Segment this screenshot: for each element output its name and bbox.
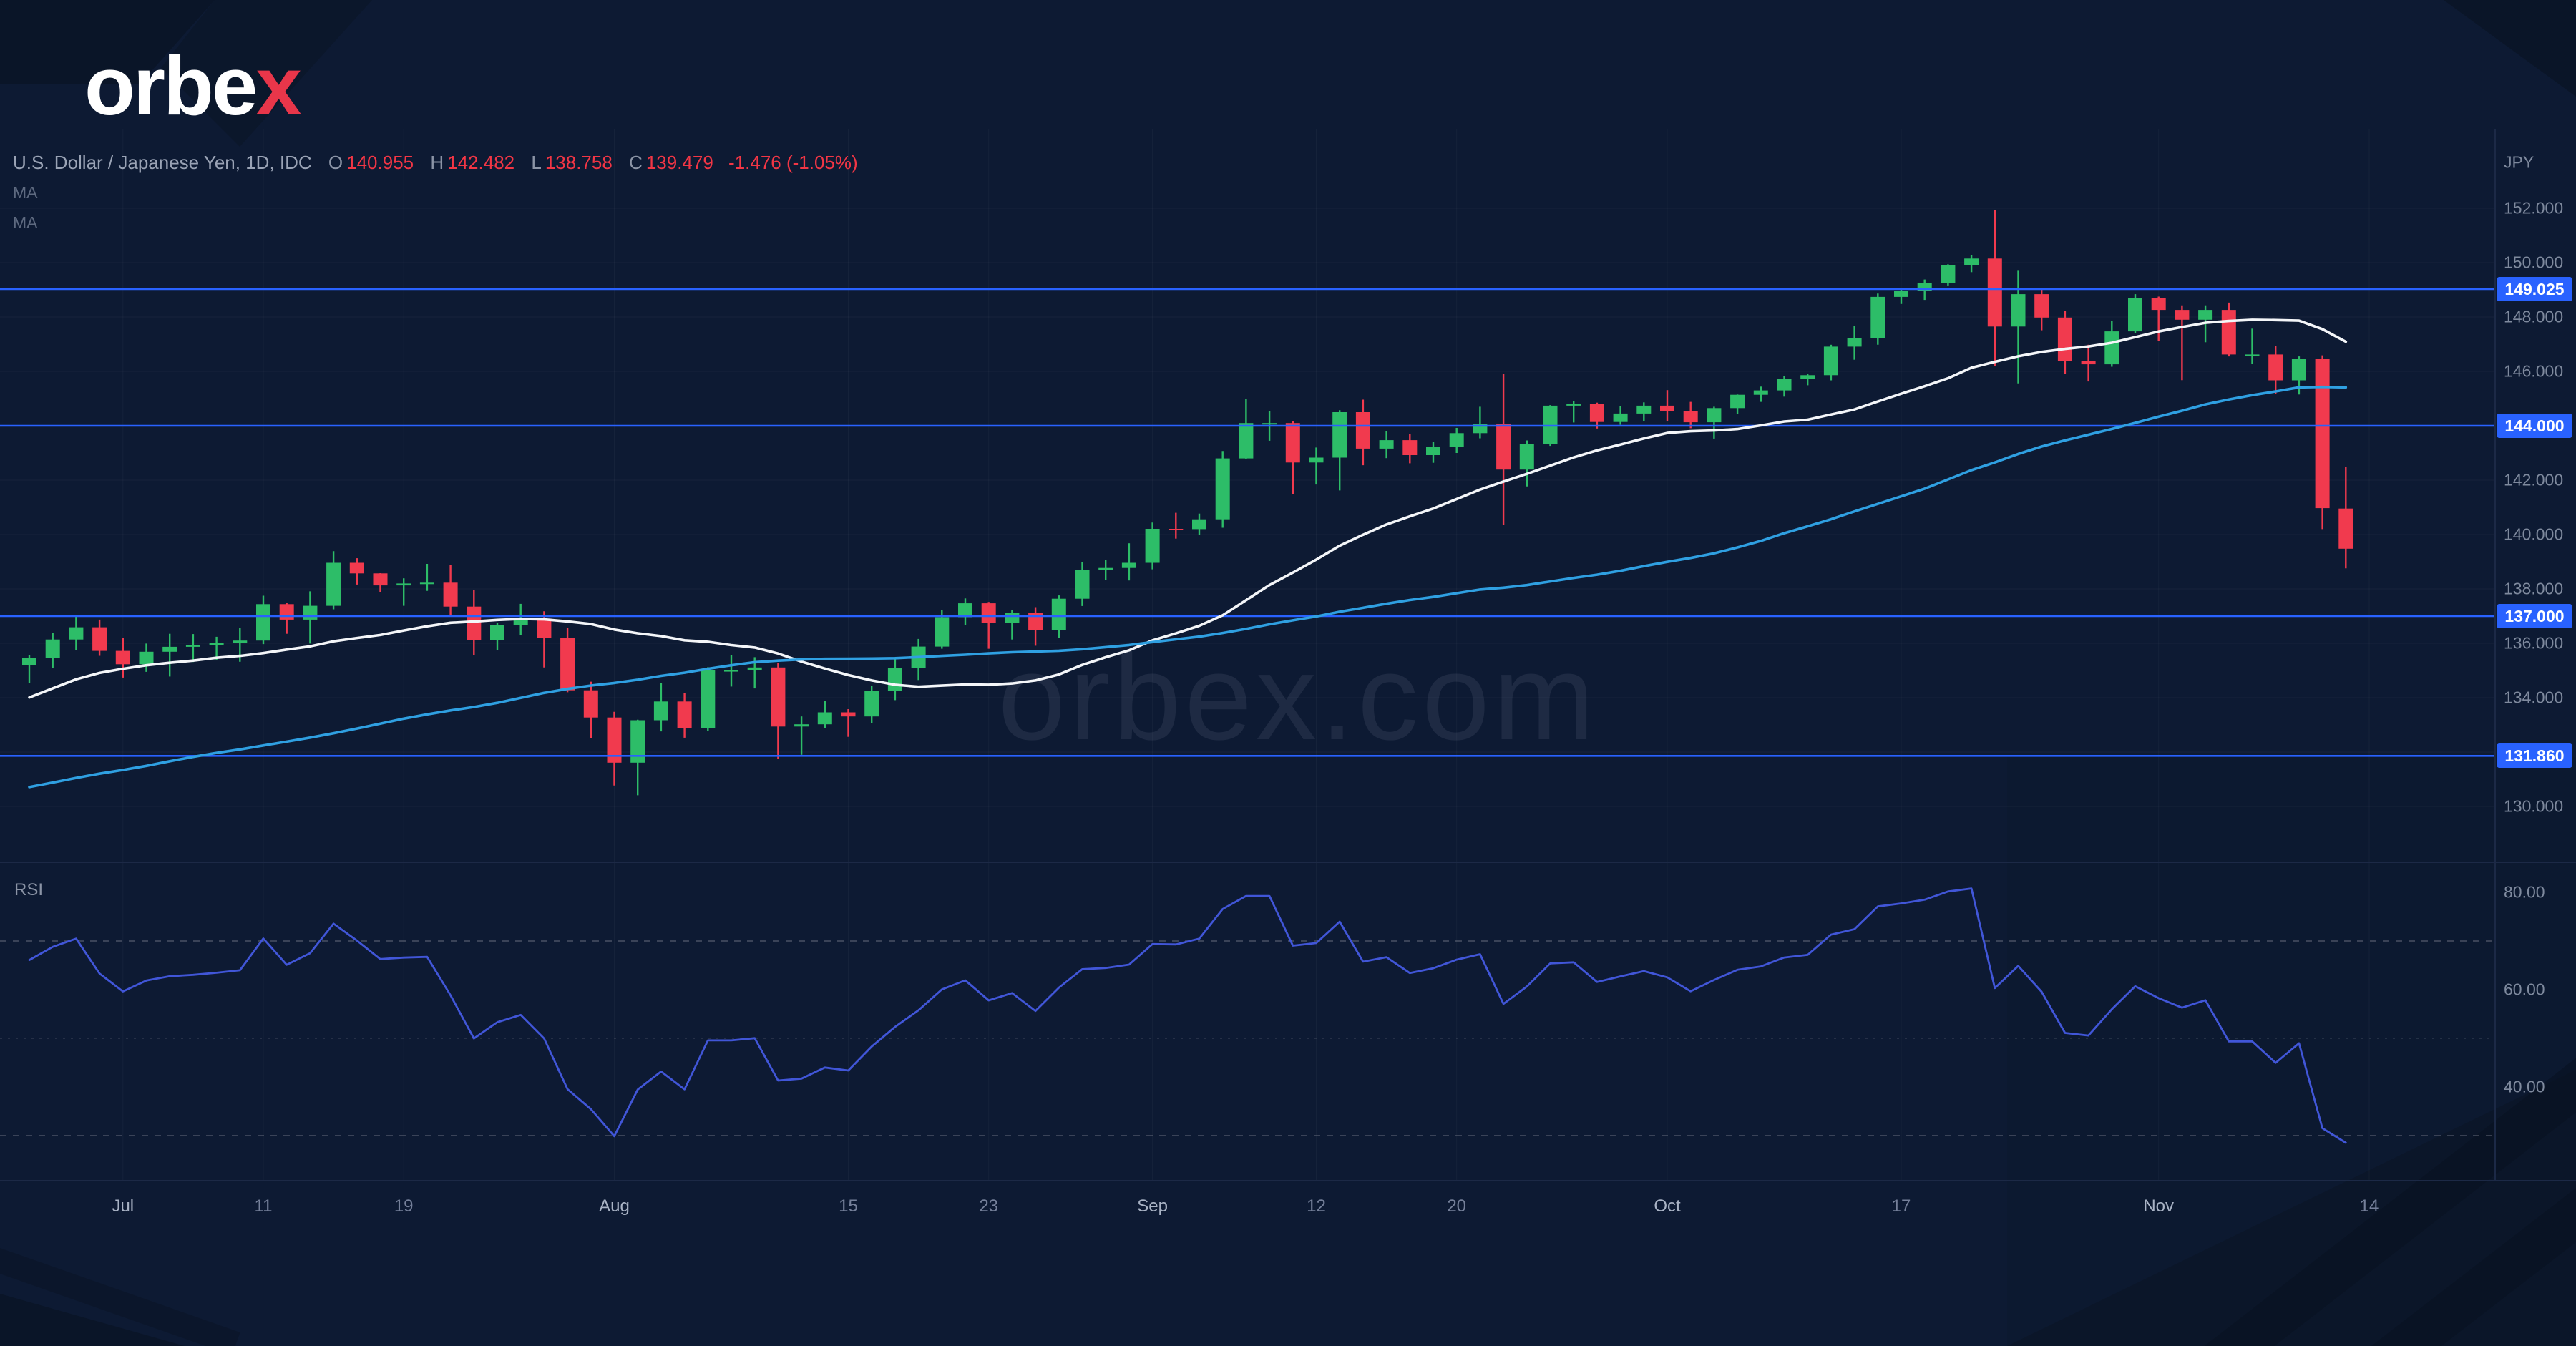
time-tick: 15 (839, 1196, 858, 1216)
logo-x-mark: x (255, 39, 301, 132)
low-label: L (531, 152, 542, 173)
symbol-title: U.S. Dollar / Japanese Yen, 1D, IDC (13, 152, 312, 173)
price-axis[interactable]: JPY 152.000 150.000 148.000 146.000 142.000 1… (2495, 0, 2576, 1346)
rsi-indicator-label[interactable]: RSI (14, 880, 44, 899)
time-tick: 14 (2359, 1196, 2379, 1216)
time-tick: Sep (1137, 1196, 1168, 1216)
orbex-logo: orbex (84, 44, 302, 127)
time-tick: 11 (254, 1196, 273, 1216)
time-tick: Oct (1654, 1196, 1681, 1216)
time-tick: Jul (112, 1196, 135, 1216)
open-label: O (328, 152, 343, 173)
logo-text: orbe (84, 39, 258, 132)
high-label: H (430, 152, 444, 173)
symbol-header: U.S. Dollar / Japanese Yen, 1D, IDC O 140… (13, 152, 858, 174)
time-tick: 19 (394, 1196, 414, 1216)
rsi-tick: 60.00 (2504, 980, 2545, 999)
close-value: 139.479 (645, 152, 713, 173)
price-tick: 152.000 (2504, 198, 2564, 218)
price-axis-currency: JPY (2504, 152, 2534, 172)
time-tick: 17 (1891, 1196, 1911, 1216)
high-value: 142.482 (447, 152, 515, 173)
price-tick: 138.000 (2504, 579, 2564, 598)
change-value: -1.476 (-1.05%) (728, 152, 858, 173)
time-tick: Nov (2143, 1196, 2175, 1216)
rsi-tick: 80.00 (2504, 882, 2545, 902)
rsi-guides (0, 940, 2495, 1136)
price-tick: 142.000 (2504, 470, 2564, 489)
low-value: 138.758 (545, 152, 613, 173)
pane-separators (0, 129, 2576, 1181)
rsi-line (28, 887, 2347, 1144)
ma-indicator-label-2[interactable]: MA (13, 213, 38, 232)
price-tick: 146.000 (2504, 361, 2564, 381)
price-tick: 136.000 (2504, 633, 2564, 653)
time-tick: Aug (599, 1196, 630, 1216)
ma-indicator-label-1[interactable]: MA (13, 183, 38, 202)
close-label: C (629, 152, 643, 173)
price-tick: 148.000 (2504, 307, 2564, 326)
time-tick: 12 (1307, 1196, 1326, 1216)
price-level-badge: 149.025 (2497, 277, 2572, 301)
price-tick: 150.000 (2504, 253, 2564, 272)
price-level-lines[interactable] (0, 288, 2495, 757)
price-tick: 134.000 (2504, 688, 2564, 707)
watermark: orbex.com (997, 630, 1599, 766)
time-tick: 20 (1447, 1196, 1467, 1216)
ma-line-2 (28, 385, 2348, 789)
price-level-badge: 137.000 (2497, 604, 2572, 628)
rsi-tick: 40.00 (2504, 1077, 2545, 1096)
open-value: 140.955 (346, 152, 414, 173)
price-tick: 140.000 (2504, 525, 2564, 544)
time-axis[interactable]: Jul 11 19 Aug 15 23 Sep 12 20 Oct 17 Nov 14 (0, 1181, 2576, 1346)
price-level-badge: 131.860 (2497, 743, 2572, 769)
price-level-badge: 144.000 (2497, 414, 2572, 438)
candlesticks (22, 210, 2353, 796)
time-tick: 23 (979, 1196, 999, 1216)
ma-line-1 (28, 318, 2348, 699)
price-tick: 130.000 (2504, 796, 2564, 816)
